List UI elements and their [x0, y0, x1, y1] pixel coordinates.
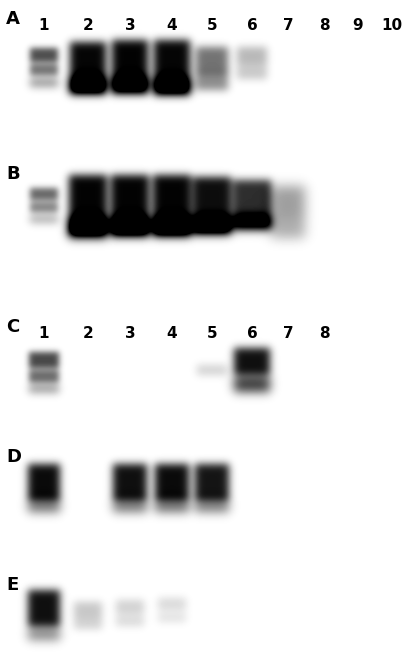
Text: D: D	[6, 448, 21, 466]
Text: 5: 5	[206, 326, 217, 341]
Text: 9: 9	[353, 18, 363, 33]
Text: 2: 2	[83, 326, 93, 341]
Text: 1: 1	[39, 18, 49, 33]
Text: 5: 5	[206, 18, 217, 33]
Text: 8: 8	[319, 18, 329, 33]
Text: 4: 4	[167, 326, 177, 341]
Text: 10: 10	[382, 18, 403, 33]
Text: 7: 7	[283, 326, 293, 341]
Text: 6: 6	[247, 18, 257, 33]
Text: A: A	[6, 10, 20, 28]
Text: 3: 3	[125, 18, 135, 33]
Text: C: C	[6, 318, 19, 336]
Text: 8: 8	[319, 326, 329, 341]
Text: 2: 2	[83, 18, 93, 33]
Text: 3: 3	[125, 326, 135, 341]
Text: 4: 4	[167, 18, 177, 33]
Text: 6: 6	[247, 326, 257, 341]
Text: B: B	[6, 165, 20, 183]
Text: 7: 7	[283, 18, 293, 33]
Text: E: E	[6, 576, 18, 594]
Text: 1: 1	[39, 326, 49, 341]
